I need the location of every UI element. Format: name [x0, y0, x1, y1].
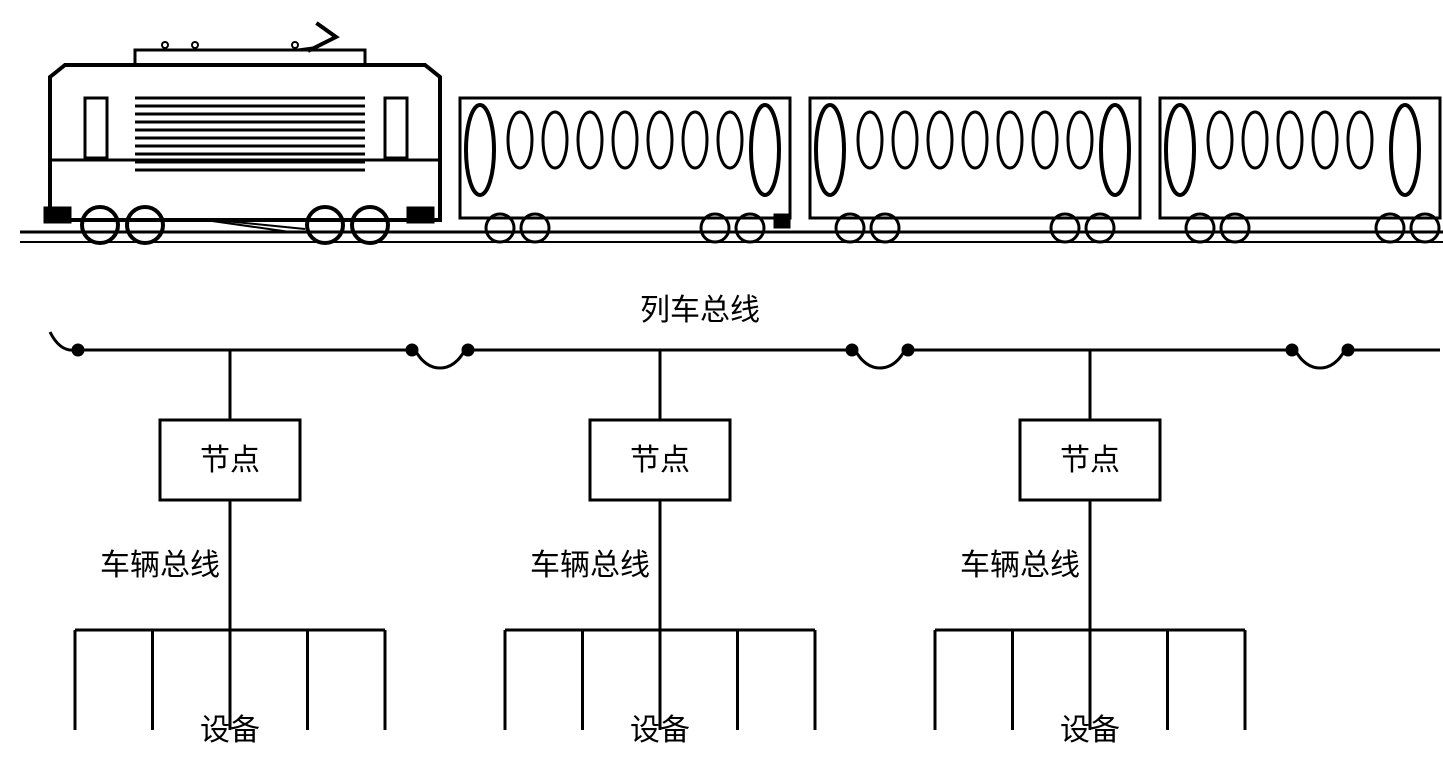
- vehicle-bus-label: 车辆总线: [960, 549, 1080, 582]
- equipment-label: 设备: [200, 714, 260, 747]
- train-bus-label: 列车总线: [640, 294, 760, 327]
- node-label: 节点: [200, 444, 260, 477]
- node-label: 节点: [1060, 444, 1120, 477]
- train-bus-diagram: 列车总线节点车辆总线设备 节点车辆总线设备 节点车辆总线设备: [20, 20, 1443, 762]
- vehicle-bus-label: 车辆总线: [100, 549, 220, 582]
- vehicle-bus-label: 车辆总线: [530, 549, 650, 582]
- equipment-label: 设备: [1060, 714, 1120, 747]
- node-label: 节点: [630, 444, 690, 477]
- equipment-label: 设备: [630, 714, 690, 747]
